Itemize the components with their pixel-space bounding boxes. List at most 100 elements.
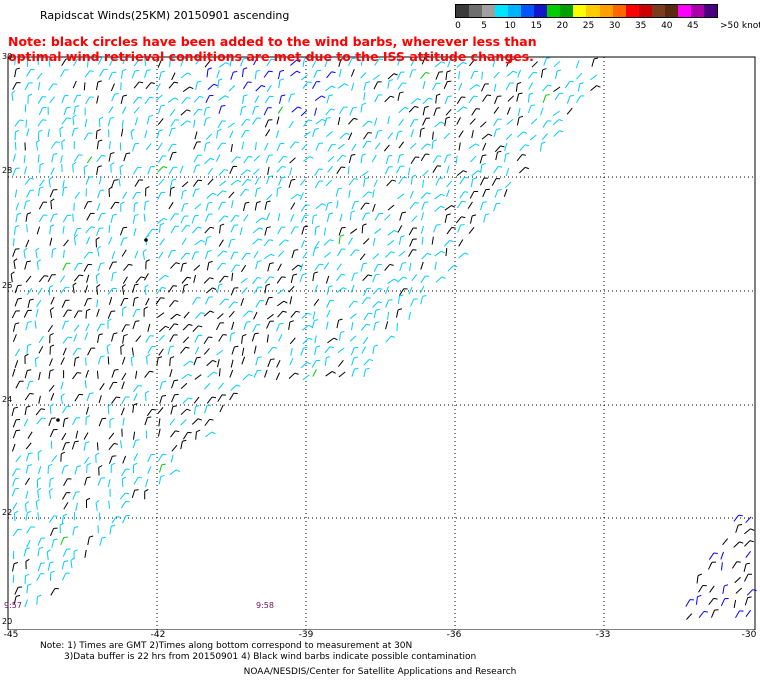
wind-barb xyxy=(720,598,729,607)
wind-barb xyxy=(119,440,123,449)
wind-barb xyxy=(73,105,80,115)
wind-barb xyxy=(191,251,199,260)
wind-barb xyxy=(288,372,299,379)
wind-barb xyxy=(25,452,33,462)
wind-barb xyxy=(51,247,57,258)
wind-barb xyxy=(12,477,20,487)
wind-barb xyxy=(325,370,336,377)
wind-barb xyxy=(278,155,288,164)
wind-barb xyxy=(410,156,420,164)
lat-label-22: 22 xyxy=(2,508,13,517)
wind-barb xyxy=(63,478,72,487)
wind-barb xyxy=(336,263,342,271)
wind-barb xyxy=(387,278,398,285)
wind-barb xyxy=(35,309,39,318)
wind-barb xyxy=(122,56,127,65)
wind-barb xyxy=(744,596,752,606)
wind-barb xyxy=(253,311,258,320)
wind-barb xyxy=(48,488,54,499)
wind-barb xyxy=(193,164,201,174)
wind-barb xyxy=(408,311,411,320)
wind-barb xyxy=(24,405,31,416)
wind-barb xyxy=(251,332,259,342)
wind-barb xyxy=(299,263,304,272)
wind-barb xyxy=(37,186,44,197)
wind-barb xyxy=(255,300,265,308)
wind-barb xyxy=(86,57,93,68)
wind-barb xyxy=(84,119,88,128)
wind-barb xyxy=(192,179,202,187)
wind-barb xyxy=(323,262,330,270)
wind-barb xyxy=(36,299,42,308)
wind-barb xyxy=(168,201,174,210)
wind-barb xyxy=(410,129,414,138)
wind-barb xyxy=(207,178,214,185)
wind-barb xyxy=(420,275,430,283)
map-frame xyxy=(7,56,756,630)
wind-barb xyxy=(108,106,114,114)
wind-barb xyxy=(60,286,70,294)
wind-barb xyxy=(349,210,356,221)
wind-barb xyxy=(528,82,534,90)
wind-barb xyxy=(362,336,369,345)
wind-barb xyxy=(121,372,127,381)
wind-barb xyxy=(360,102,366,113)
wind-barb xyxy=(26,288,33,296)
wind-barb xyxy=(276,276,286,284)
wind-barb xyxy=(157,428,161,437)
wind-barb xyxy=(73,262,83,271)
lon-label-33: -33 xyxy=(595,630,611,640)
wind-barb xyxy=(50,587,59,596)
wind-barb xyxy=(37,537,46,546)
wind-barb xyxy=(219,404,224,413)
wind-barb xyxy=(444,116,451,127)
wind-barb xyxy=(59,126,64,137)
wind-barb xyxy=(73,324,80,332)
wind-barb xyxy=(255,356,262,366)
wind-barb xyxy=(420,261,424,270)
wind-barb xyxy=(337,116,341,125)
wind-barb xyxy=(72,162,77,173)
wind-barb xyxy=(421,236,424,245)
wind-barb xyxy=(72,80,77,89)
wind-barb xyxy=(314,284,319,293)
wind-barb xyxy=(108,381,118,390)
wind-barb xyxy=(83,164,88,176)
wind-barb xyxy=(325,85,336,92)
wind-barb xyxy=(182,397,193,404)
wind-barb xyxy=(193,264,201,271)
wind-barb xyxy=(241,67,248,78)
wind-barb xyxy=(180,72,192,79)
wind-barb xyxy=(731,561,741,569)
wind-barb xyxy=(374,58,384,66)
legend-swatch xyxy=(586,5,600,17)
wind-barb xyxy=(84,380,87,389)
wind-barb xyxy=(168,285,178,293)
wind-barb xyxy=(530,118,538,125)
wind-barb xyxy=(217,394,226,402)
wind-barb xyxy=(99,68,108,77)
wind-barb xyxy=(291,249,299,259)
wind-barb xyxy=(374,142,381,150)
wind-barb xyxy=(240,298,245,306)
wind-barb xyxy=(194,374,202,380)
wind-barb xyxy=(444,213,451,223)
wind-barb xyxy=(218,201,226,210)
wind-barb xyxy=(108,140,111,149)
wind-barb xyxy=(399,288,408,296)
wind-barb xyxy=(193,95,204,103)
wind-barb xyxy=(228,85,236,92)
legend-swatch xyxy=(560,5,574,17)
wind-barb xyxy=(59,522,64,534)
wind-barb xyxy=(143,213,146,222)
wind-barb xyxy=(576,72,583,80)
wind-barb xyxy=(387,116,390,125)
wind-barb xyxy=(277,69,285,80)
wind-barb xyxy=(204,226,215,234)
wind-barb xyxy=(458,142,461,151)
wind-barb xyxy=(253,286,263,294)
wind-barb xyxy=(25,275,32,283)
wind-barb xyxy=(722,584,729,594)
wind-barb xyxy=(60,155,63,164)
wind-barb xyxy=(37,81,41,91)
